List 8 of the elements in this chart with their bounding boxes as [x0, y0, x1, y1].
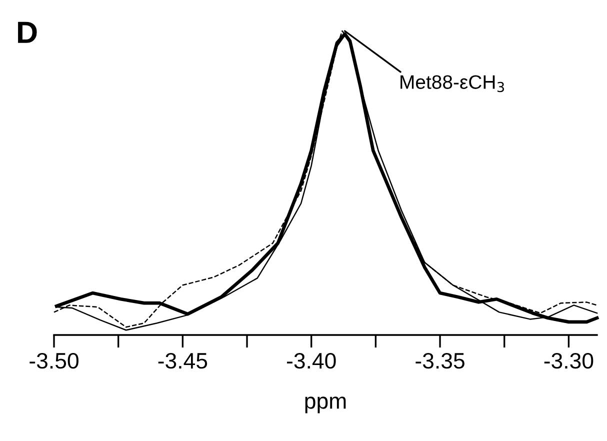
x-tick-label: -3.35 — [416, 352, 464, 369]
x-tick-label: -3.30 — [544, 352, 594, 369]
x-tick-label: -3.45 — [158, 352, 208, 369]
annotation: Met88-εCH$_{3}$ — [400, 75, 504, 92]
x-axis-title: ppm — [305, 396, 346, 414]
x-tick-label: -3.40 — [287, 352, 336, 369]
x-tick-label: -3.50 — [30, 352, 78, 369]
chart-title: D — [18, 22, 37, 43]
